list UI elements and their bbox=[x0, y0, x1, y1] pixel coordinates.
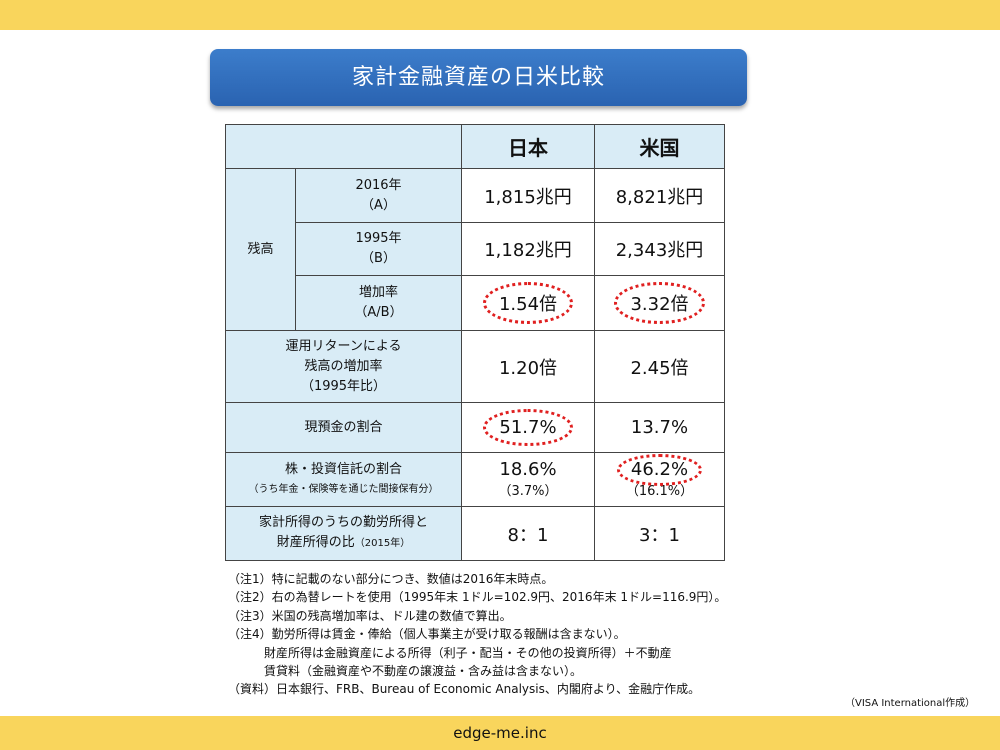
table-row-cash: 現預金の割合 51.7% 13.7% bbox=[225, 402, 725, 453]
header-japan: 日本 bbox=[461, 124, 595, 169]
row-growth-japan-cell: 1.54倍 bbox=[461, 275, 595, 331]
footer-text: edge-me.inc bbox=[453, 724, 547, 742]
top-band bbox=[0, 0, 1000, 30]
note-4: （注4）勤労所得は賃金・俸給（個人事業主が受け取る報酬は含まない）。 bbox=[228, 627, 626, 642]
row-return-line3: （1995年比） bbox=[300, 378, 387, 394]
row-return-label: 運用リターンによる 残高の増加率 （1995年比） bbox=[225, 330, 462, 403]
credit-text: （VISA International作成） bbox=[845, 698, 976, 709]
note-2: （注2）右の為替レートを使用（1995年末 1ドル=102.9円、2016年末 … bbox=[228, 590, 727, 605]
row-growth-japan: 1.54倍 bbox=[482, 282, 574, 324]
group-balance-label: 残高 bbox=[225, 168, 296, 331]
row-2016-year: 2016年 bbox=[355, 177, 402, 193]
row-stock-japan: 18.6% bbox=[499, 459, 557, 480]
row-stock-japan-sub: （3.7%） bbox=[498, 484, 558, 499]
row-cash-japan: 51.7% bbox=[483, 409, 573, 446]
row-return-line2: 残高の増加率 bbox=[304, 358, 383, 374]
row-cash-japan-cell: 51.7% bbox=[461, 402, 595, 453]
row-income-japan: 8：1 bbox=[461, 506, 595, 561]
bottom-band bbox=[0, 716, 1000, 750]
row-growth-title: 増加率 bbox=[358, 285, 398, 300]
note-1: （注1）特に記載のない部分につき、数値は2016年末時点。 bbox=[228, 572, 554, 586]
table-row-income: 家計所得のうちの勤労所得と 財産所得の比（2015年） 8：1 3：1 bbox=[225, 506, 725, 561]
slide-title: 家計金融資産の日米比較 bbox=[210, 49, 747, 106]
row-growth-us: 3.32倍 bbox=[614, 282, 705, 324]
row-stock-us: 46.2% bbox=[616, 454, 703, 486]
table-row-stock: 株・投資信託の割合 （うち年金・保険等を通じた間接保有分） 18.6% （3.7… bbox=[225, 452, 725, 507]
notes-block: （注1）特に記載のない部分につき、数値は2016年末時点。 （注2）右の為替レー… bbox=[228, 570, 726, 699]
row-income-us: 3：1 bbox=[594, 506, 725, 561]
table-row-2016: 残高 2016年 （A） 1,815兆円 8,821兆円 bbox=[225, 168, 725, 331]
row-2016-us: 8,821兆円 bbox=[594, 168, 725, 223]
note-4-cont-2: 賃貸料（金融資産や不動産の譲渡益・含み益は含まない）。 bbox=[264, 664, 583, 679]
row-2016-label: 2016年 （A） bbox=[295, 168, 462, 223]
table-row-1995: 1995年 （B） 1,182兆円 2,343兆円 bbox=[226, 222, 725, 276]
row-1995-sub: （B） bbox=[361, 251, 396, 266]
row-income-line1: 家計所得のうちの勤労所得と bbox=[258, 515, 428, 530]
note-4-cont-1: 財産所得は金融資産による所得（利子・配当・その他の投資所得）＋不動産 bbox=[264, 645, 672, 660]
row-1995-year: 1995年 bbox=[355, 231, 402, 246]
note-3: （注3）米国の残高増加率は、ドル建の数値で算出。 bbox=[228, 608, 512, 623]
header-blank-cell bbox=[225, 124, 462, 169]
row-1995-label: 1995年 （B） bbox=[295, 222, 462, 276]
row-cash-label: 現預金の割合 bbox=[225, 402, 462, 453]
row-cash-us: 13.7% bbox=[594, 402, 725, 453]
row-1995-japan: 1,182兆円 bbox=[461, 222, 595, 276]
table-row-return: 運用リターンによる 残高の増加率 （1995年比） 1.20倍 2.45倍 bbox=[225, 330, 725, 403]
table-header-row: 日本 米国 bbox=[225, 124, 725, 169]
row-growth-us-cell: 3.32倍 bbox=[594, 275, 725, 331]
row-2016-japan: 1,815兆円 bbox=[461, 168, 595, 223]
row-growth-sub: （A/B） bbox=[354, 305, 403, 320]
row-income-line2: 財産所得の比 bbox=[276, 535, 355, 550]
row-income-label: 家計所得のうちの勤労所得と 財産所得の比（2015年） bbox=[225, 506, 462, 561]
row-growth-label: 増加率 （A/B） bbox=[295, 275, 462, 331]
row-stock-title: 株・投資信託の割合 bbox=[284, 461, 402, 477]
row-return-us: 2.45倍 bbox=[594, 330, 725, 403]
header-us: 米国 bbox=[594, 124, 725, 169]
row-1995-us: 2,343兆円 bbox=[594, 222, 725, 276]
row-stock-label: 株・投資信託の割合 （うち年金・保険等を通じた間接保有分） bbox=[225, 452, 462, 507]
note-source: （資料）日本銀行、FRB、Bureau of Economic Analysis… bbox=[228, 682, 701, 697]
row-return-line1: 運用リターンによる bbox=[285, 338, 402, 354]
row-2016-sub: （A） bbox=[361, 197, 396, 213]
row-stock-us-sub: （16.1%） bbox=[625, 484, 694, 499]
row-stock-us-cell: 46.2% （16.1%） bbox=[594, 452, 725, 507]
row-return-japan: 1.20倍 bbox=[461, 330, 595, 403]
row-stock-japan-cell: 18.6% （3.7%） bbox=[461, 452, 595, 507]
comparison-table: 日本 米国 残高 2016年 （A） 1,815兆円 8,821兆円 1995年… bbox=[225, 124, 725, 561]
row-income-year: （2015年） bbox=[354, 538, 411, 549]
row-stock-sub: （うち年金・保険等を通じた間接保有分） bbox=[248, 483, 439, 495]
table-row-growth: 増加率 （A/B） 1.54倍 3.32倍 bbox=[226, 275, 725, 331]
